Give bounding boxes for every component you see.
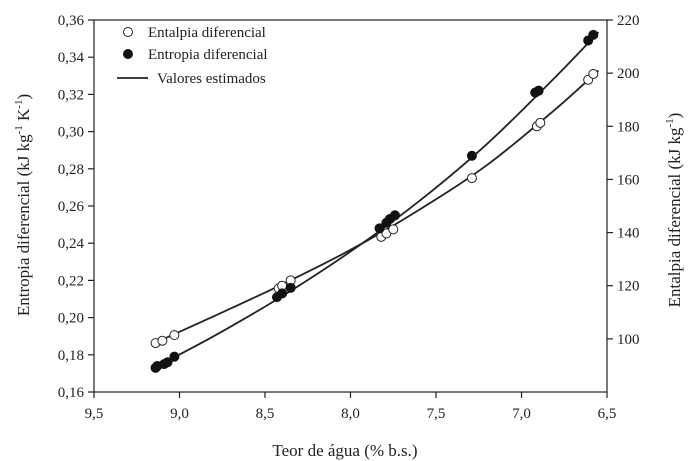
x-tick-label: 6,5 xyxy=(598,406,617,422)
y-left-tick-label: 0,34 xyxy=(58,50,85,66)
y-left-label-mid: K xyxy=(14,108,33,125)
y-left-tick-label: 0,22 xyxy=(58,273,84,289)
entropia-point xyxy=(374,223,385,234)
legend-label-entalpia: Entalpia diferencial xyxy=(148,25,266,41)
legend-marker-entalpia xyxy=(123,27,133,37)
entropia-point xyxy=(169,351,180,362)
x-tick-label: 9,0 xyxy=(170,406,189,422)
y-right-label-main: Entalpia diferencial (kJ kg xyxy=(665,127,684,307)
legend: Entalpia diferencial Entropia diferencia… xyxy=(117,25,268,87)
entropia-point xyxy=(162,357,173,368)
y-right-tick-label: 100 xyxy=(617,332,640,348)
entropia-point xyxy=(277,288,288,299)
entropia-point xyxy=(466,150,477,161)
y-left-tick-label: 0,24 xyxy=(58,236,85,252)
y-right-tick-label: 220 xyxy=(617,13,640,29)
x-tick-label: 8,5 xyxy=(256,406,275,422)
legend-label-estimados: Valores estimados xyxy=(157,71,266,87)
x-tick-label: 7,5 xyxy=(427,406,446,422)
x-tick-label: 8,0 xyxy=(341,406,360,422)
entalpia-point xyxy=(388,224,399,235)
entropia-point xyxy=(389,210,400,221)
y-left-tick-label: 0,36 xyxy=(58,13,85,29)
entropia-point xyxy=(588,29,599,40)
entalpia-point xyxy=(588,68,599,79)
y-left-label-sup1: -1 xyxy=(13,125,25,134)
y-left-tick-label: 0,26 xyxy=(58,199,85,215)
y-left-tick-label: 0,28 xyxy=(58,162,84,178)
y-left-tick-label: 0,20 xyxy=(58,311,84,327)
data-points xyxy=(150,29,599,373)
y-left-axis-label: Entropia diferencial (kJ kg-1 K-1) xyxy=(13,94,33,316)
y-right-tick-label: 120 xyxy=(617,279,640,295)
y-left-label-end: ) xyxy=(14,94,33,100)
y-left-label-sup2: -1 xyxy=(13,100,25,109)
y-right-tick-label: 200 xyxy=(617,66,640,82)
x-tick-label: 9,5 xyxy=(85,406,104,422)
y-right-label-end: ) xyxy=(665,113,684,119)
y-right-tick-label: 180 xyxy=(617,119,640,135)
legend-label-entropia: Entropia diferencial xyxy=(148,47,268,63)
y-left-tick-label: 0,18 xyxy=(58,348,84,364)
y-right-tick-label: 140 xyxy=(617,226,640,242)
legend-marker-entropia xyxy=(123,49,133,59)
entropia-point xyxy=(285,282,296,293)
entalpia-point xyxy=(169,330,180,341)
y-left-tick-label: 0,16 xyxy=(58,385,85,401)
y-left-tick-label: 0,30 xyxy=(58,125,84,141)
y-left-label-main: Entropia diferencial (kJ kg xyxy=(14,134,33,316)
estimated-curve-right xyxy=(151,69,600,345)
entalpia-point xyxy=(157,335,168,346)
y-right-tick-label: 160 xyxy=(617,172,640,188)
y-left-tick-label: 0,32 xyxy=(58,87,84,103)
y-right-label-sup: -1 xyxy=(664,118,676,127)
y-right-axis-label: Entalpia diferencial (kJ kg-1) xyxy=(664,113,684,308)
entropia-point xyxy=(533,85,544,96)
axes-frame: 9,5 9,0 8,5 8,0 7,5 7,0 6,5 0,16 0,18 0,20 0,22 0,2… xyxy=(58,13,640,422)
entalpia-point xyxy=(535,117,546,128)
entalpia-point xyxy=(466,173,477,184)
x-tick-label: 7,0 xyxy=(512,406,531,422)
x-axis-label: Teor de água (% b.s.) xyxy=(272,441,417,460)
